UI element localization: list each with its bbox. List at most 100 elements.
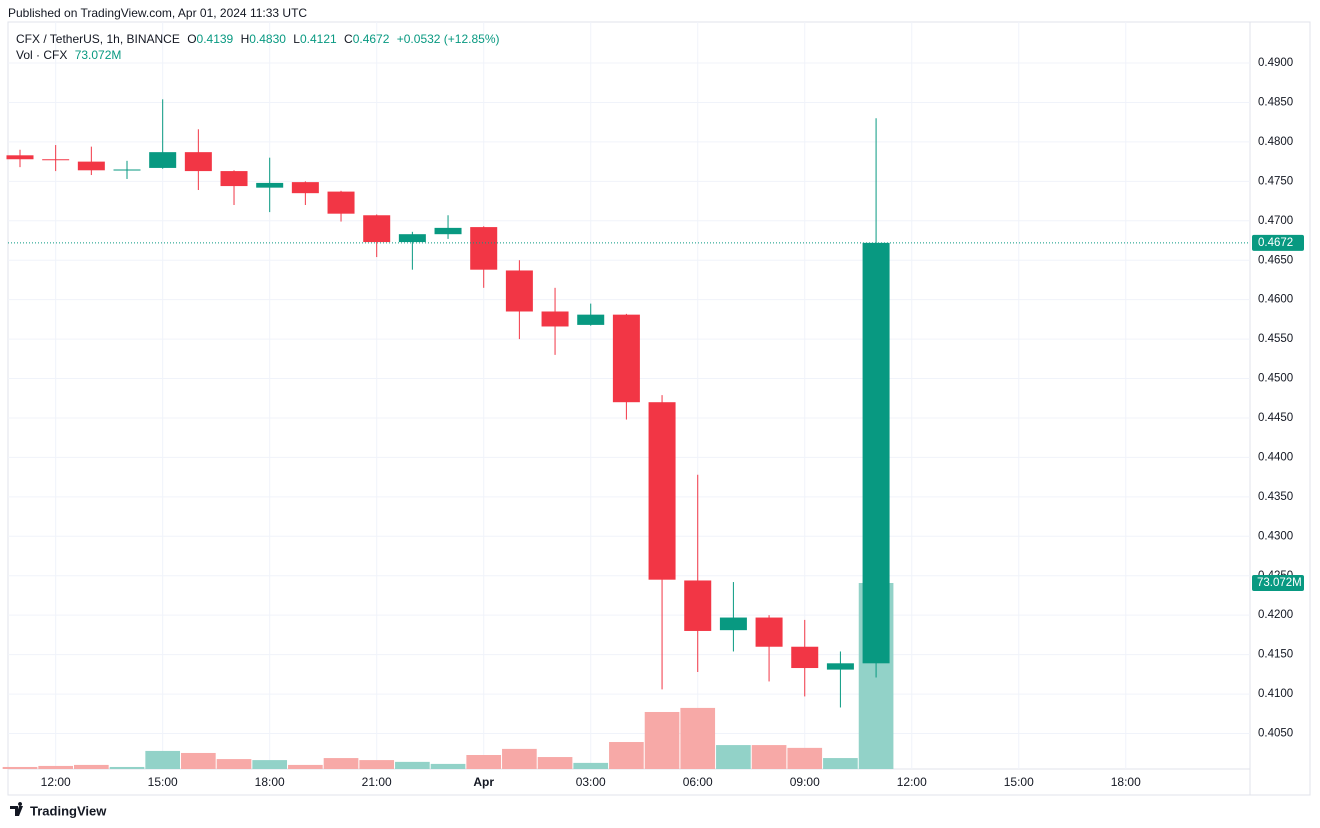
legend-high: 0.4830	[249, 32, 286, 46]
candle-body	[470, 227, 498, 270]
symbol-legend: CFX / TetherUS, 1h, BINANCE O0.4139 H0.4…	[16, 32, 504, 46]
y-tick-label: 0.4350	[1258, 491, 1293, 503]
legend-open: 0.4139	[196, 32, 234, 46]
volume-bar	[430, 763, 466, 769]
volume-bar	[466, 755, 502, 769]
legend-l-label: L	[293, 32, 300, 46]
volume-bar	[644, 711, 680, 769]
candle-body	[184, 152, 212, 172]
candle-body	[862, 242, 890, 664]
brand-name: TradingView	[30, 803, 107, 818]
x-tick-label: 21:00	[362, 775, 392, 789]
chart-frame	[7, 21, 1311, 796]
candle-body	[256, 182, 284, 188]
candle-body	[291, 182, 319, 194]
candle-body	[77, 161, 105, 171]
last-price-label: 0.4672	[1258, 237, 1293, 249]
candle-body	[719, 617, 747, 631]
y-tick-label: 0.4650	[1258, 254, 1293, 266]
legend-close: 0.4672	[352, 32, 390, 46]
y-tick-label: 0.4450	[1258, 412, 1293, 424]
volume-bar	[288, 764, 323, 769]
volume-bar	[823, 758, 858, 769]
candles	[6, 99, 890, 708]
candle-body	[6, 155, 34, 160]
candle-body	[505, 270, 533, 312]
volume-bar	[74, 764, 109, 769]
volume-bar	[252, 760, 288, 769]
x-tick-label: 18:00	[255, 775, 285, 789]
candle-body	[826, 663, 854, 670]
symbol: CFX / TetherUS, 1h, BINANCE	[16, 32, 180, 46]
x-tick-label: 15:00	[148, 775, 178, 789]
x-tick-label: 12:00	[897, 775, 927, 789]
volume-bar	[609, 742, 644, 769]
volume-axis-label: 73.072M	[1257, 577, 1302, 589]
y-tick-label: 0.4850	[1258, 96, 1293, 108]
legend-o-label: O	[187, 32, 197, 46]
published-note: Published on TradingView.com, Apr 01, 20…	[8, 6, 307, 20]
y-tick-label: 0.4200	[1258, 609, 1293, 621]
candle-body	[149, 152, 177, 168]
y-tick-label: 0.4600	[1258, 294, 1293, 306]
y-tick-label: 0.4100	[1258, 688, 1293, 700]
volume-bar	[680, 707, 716, 769]
candle-body	[327, 191, 355, 214]
volume-bar	[716, 745, 751, 769]
y-tick-label: 0.4500	[1258, 373, 1293, 385]
volume-bar	[787, 747, 823, 769]
x-tick-label: Apr	[473, 775, 494, 789]
volume-bar	[751, 745, 787, 769]
y-tick-label: 0.4300	[1258, 530, 1293, 542]
volume-bar	[38, 765, 74, 769]
candle-body	[648, 402, 676, 580]
candle-body	[755, 617, 783, 647]
candle-body	[577, 314, 605, 325]
y-tick-label: 0.4050	[1258, 728, 1293, 740]
legend-h-label: H	[240, 32, 250, 46]
y-tick-label: 0.4800	[1258, 136, 1293, 148]
volume-label-box	[1252, 575, 1304, 591]
volume-pane	[2, 583, 894, 769]
x-tick-label: 15:00	[1004, 775, 1034, 789]
logo-icon	[10, 802, 23, 816]
volume-bar	[537, 757, 573, 769]
last-price-box	[1252, 234, 1304, 251]
candle-body	[220, 171, 248, 187]
candle-body	[541, 311, 569, 327]
volume-bar	[109, 766, 145, 769]
volume-bar	[323, 758, 359, 769]
volume-bar	[181, 752, 216, 769]
y-tick-label: 0.4900	[1258, 57, 1293, 69]
volume-bar	[216, 759, 252, 769]
candle-body	[612, 314, 640, 403]
brand-logo: TradingView	[10, 802, 107, 818]
x-tick-label: 09:00	[790, 775, 820, 789]
volume-bar	[2, 766, 38, 769]
y-tick-label: 0.4700	[1258, 215, 1293, 227]
volume-bar	[395, 761, 430, 769]
volume-bar	[502, 748, 537, 769]
candle-body	[42, 159, 70, 161]
x-tick-label: 03:00	[576, 775, 606, 789]
volume-bar	[145, 750, 181, 769]
volume-bar	[359, 760, 395, 769]
candle-body	[791, 646, 819, 669]
y-tick-label: 0.4550	[1258, 333, 1293, 345]
y-tick-label: 0.4150	[1258, 649, 1293, 661]
y-tick-label: 0.4400	[1258, 451, 1293, 463]
x-tick-label: 06:00	[683, 775, 713, 789]
volume-legend-name: Vol · CFX	[16, 48, 68, 62]
y-tick-label: 0.4750	[1258, 175, 1293, 187]
candle-body	[398, 234, 426, 243]
candle-body	[113, 169, 141, 171]
volume-legend-value: 73.072M	[74, 48, 122, 62]
candle-body	[684, 580, 712, 631]
x-tick-label: 18:00	[1111, 775, 1141, 789]
legend-change: +0.0532 (+12.85%)	[396, 32, 500, 46]
legend-low: 0.4121	[299, 32, 337, 46]
x-tick-label: 12:00	[41, 775, 71, 789]
volume-bar	[573, 762, 609, 769]
